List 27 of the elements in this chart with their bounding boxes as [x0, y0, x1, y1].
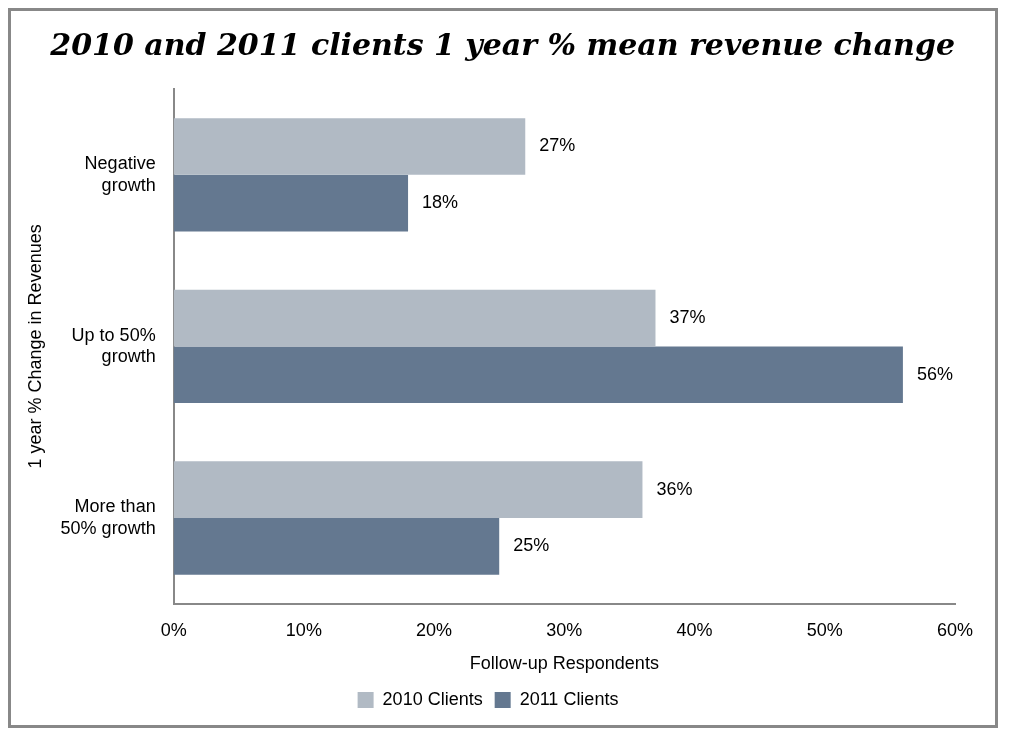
legend-label: 2011 Clients: [519, 688, 619, 709]
x-axis-title: Follow-up Respondents: [469, 653, 659, 674]
bar: [173, 518, 500, 575]
data-label: 18%: [422, 192, 459, 213]
data-label: 27%: [539, 135, 576, 156]
chart-title: 2010 and 2011 clients 1 year % mean revenue change: [49, 26, 955, 62]
data-label: 37%: [669, 307, 706, 328]
x-tick-label: 0%: [160, 619, 187, 640]
x-tick-label: 20%: [416, 619, 453, 640]
x-tick-label: 30%: [546, 619, 583, 640]
bar: [173, 174, 409, 232]
bar: [173, 118, 526, 175]
y-tick-label: More than 50% growth: [60, 496, 156, 538]
x-tick-label: 10%: [285, 619, 322, 640]
y-tick-label: Negative growth: [84, 152, 156, 195]
bar: [173, 461, 643, 518]
y-tick-label: Up to 50% growth: [71, 324, 156, 367]
data-label: 56%: [916, 363, 953, 384]
x-tick-label: 60%: [936, 619, 974, 640]
x-tick-label: 40%: [676, 619, 713, 640]
data-label: 25%: [513, 535, 550, 556]
y-axis-title: 1 year % Change in Revenues: [24, 224, 45, 469]
data-label: 36%: [656, 478, 693, 499]
x-tick-label: 50%: [806, 619, 843, 640]
legend-label: 2010 Clients: [382, 688, 483, 709]
bar: [173, 289, 656, 347]
bar: [173, 346, 903, 404]
